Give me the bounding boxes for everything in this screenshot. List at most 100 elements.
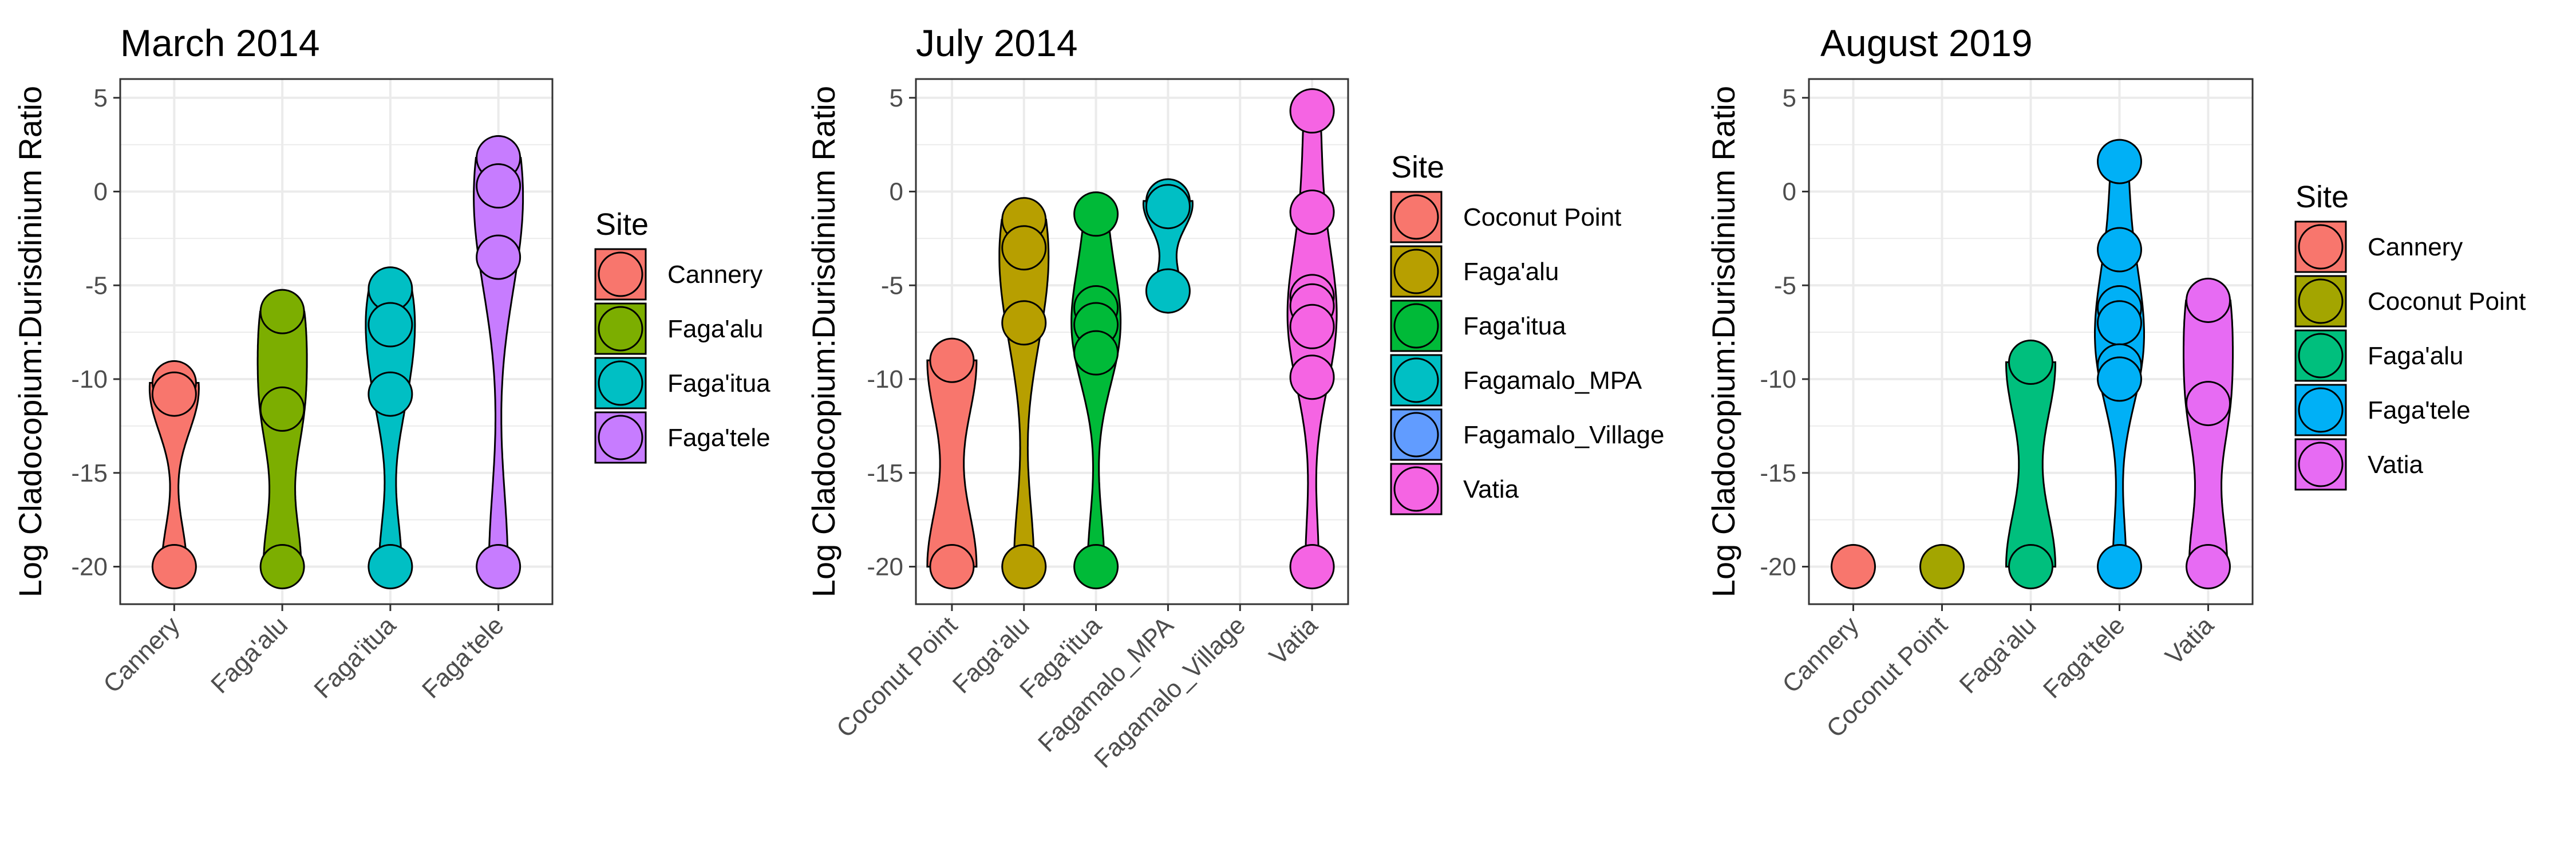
y-tick-label: 0 bbox=[890, 178, 903, 206]
legend-key-point bbox=[1393, 303, 1439, 349]
data-point bbox=[476, 163, 521, 209]
y-tick-label: -20 bbox=[1760, 553, 1796, 581]
data-point bbox=[368, 544, 413, 589]
legend-key-point bbox=[598, 306, 643, 352]
legend-label: Faga'tele bbox=[667, 424, 771, 452]
y-tick-label: -5 bbox=[1774, 271, 1796, 300]
x-tick-label: Faga'tele bbox=[2038, 611, 2131, 704]
legend-label: Faga'alu bbox=[2368, 342, 2463, 370]
y-tick-label: -20 bbox=[867, 553, 903, 581]
y-tick-label: 0 bbox=[94, 178, 108, 206]
data-point bbox=[476, 234, 521, 280]
legend-label: Fagamalo_MPA bbox=[1463, 367, 1642, 395]
data-point bbox=[2097, 356, 2142, 402]
data-point bbox=[1289, 190, 1335, 235]
legend-key-point bbox=[1393, 194, 1439, 240]
legend-label: Faga'itua bbox=[1463, 312, 1566, 340]
violin-faga-alu bbox=[2005, 361, 2056, 568]
legend-key-point bbox=[2298, 278, 2344, 324]
legend-label: Vatia bbox=[1463, 475, 1519, 503]
x-tick-label: Faga'tele bbox=[417, 611, 509, 704]
data-point bbox=[2186, 277, 2231, 323]
y-tick-label: -10 bbox=[1760, 365, 1796, 393]
data-point bbox=[1289, 354, 1335, 400]
y-tick-label: 5 bbox=[94, 84, 108, 112]
legend-label: Coconut Point bbox=[2368, 287, 2526, 316]
x-tick-label: Coconut Point bbox=[831, 611, 963, 743]
panel-title: August 2019 bbox=[1820, 22, 2033, 64]
x-tick-label: Cannery bbox=[98, 611, 185, 698]
data-point bbox=[151, 371, 197, 417]
data-point bbox=[368, 302, 413, 348]
legend-title: Site bbox=[595, 207, 649, 242]
legend-label: Vatia bbox=[2368, 451, 2424, 479]
data-point bbox=[929, 544, 975, 589]
y-tick-label: -15 bbox=[1760, 459, 1796, 487]
panel-border bbox=[915, 78, 1349, 605]
data-point bbox=[259, 386, 305, 432]
legend-key-point bbox=[1393, 412, 1439, 458]
y-tick-label: -5 bbox=[881, 271, 903, 300]
data-point bbox=[2097, 227, 2142, 273]
legend-key-point bbox=[1393, 357, 1439, 403]
legend-key-point bbox=[598, 251, 643, 297]
panel-border bbox=[119, 78, 554, 605]
data-point bbox=[259, 289, 305, 334]
data-point bbox=[1919, 544, 1965, 589]
legend-title: Site bbox=[1391, 150, 1444, 184]
data-point bbox=[1073, 191, 1119, 237]
data-point bbox=[1145, 184, 1191, 230]
legend-key-point bbox=[1393, 249, 1439, 294]
x-tick-label: Vatia bbox=[1264, 611, 1323, 671]
data-point bbox=[2097, 300, 2142, 346]
legend-key-point bbox=[2298, 333, 2344, 379]
legend-label: Faga'itua bbox=[667, 369, 771, 397]
data-point bbox=[2186, 381, 2231, 427]
y-tick-label: 5 bbox=[1783, 84, 1796, 112]
data-point bbox=[259, 544, 305, 589]
data-point bbox=[1001, 300, 1047, 346]
chart-panel: 5 0 -5 -10 -15 -20 Coconut Point Faga'alu Faga'i… bbox=[805, 22, 1664, 774]
legend-key-point bbox=[2298, 387, 2344, 433]
legend-title: Site bbox=[2296, 180, 2349, 214]
data-point bbox=[1289, 88, 1335, 134]
data-point bbox=[1289, 304, 1335, 349]
legend-label: Cannery bbox=[2368, 233, 2463, 261]
x-tick-label: Cannery bbox=[1777, 611, 1864, 698]
legend: Site Cannery Coconut Point Faga'alu Faga'tel… bbox=[2294, 180, 2526, 491]
legend-label: Coconut Point bbox=[1463, 203, 1621, 231]
y-tick-label: -10 bbox=[71, 365, 108, 393]
chart-panel: 5 0 -5 -10 -15 -20 Cannery Coconut Point Faga'al… bbox=[1705, 22, 2526, 743]
y-tick-label: -15 bbox=[71, 459, 108, 487]
x-tick-label: Faga'alu bbox=[1954, 611, 2042, 699]
data-point bbox=[2008, 340, 2053, 385]
legend-key-point bbox=[2298, 442, 2344, 487]
y-axis-label: Log Cladocopium:Durisdinium Ratio bbox=[1705, 86, 1741, 597]
data-point bbox=[2008, 544, 2053, 589]
data-point bbox=[368, 371, 413, 417]
y-tick-label: -5 bbox=[85, 271, 108, 300]
legend-key-point bbox=[1393, 466, 1439, 512]
violin-cannery bbox=[148, 382, 200, 568]
legend-key-point bbox=[598, 360, 643, 406]
panel-title: July 2014 bbox=[916, 22, 1078, 64]
y-tick-label: 0 bbox=[1783, 178, 1796, 206]
legend-label: Fagamalo_Village bbox=[1463, 421, 1664, 449]
x-tick-label: Faga'itua bbox=[309, 611, 401, 704]
data-point bbox=[2097, 544, 2142, 589]
y-axis-label: Log Cladocopium:Durisdinium Ratio bbox=[12, 86, 48, 597]
legend: Site Cannery Faga'alu Faga'itua Faga'tele bbox=[594, 207, 771, 464]
y-tick-label: -20 bbox=[71, 553, 108, 581]
data-point bbox=[1831, 544, 1876, 589]
data-point bbox=[1073, 330, 1119, 376]
panel-background bbox=[916, 79, 1348, 604]
data-point bbox=[2097, 139, 2142, 184]
x-tick-label: Faga'alu bbox=[206, 611, 293, 699]
legend-label: Faga'alu bbox=[667, 315, 763, 343]
y-axis-label: Log Cladocopium:Durisdinium Ratio bbox=[805, 86, 841, 597]
legend-label: Faga'tele bbox=[2368, 396, 2471, 424]
y-tick-label: 5 bbox=[890, 84, 903, 112]
data-point bbox=[1289, 544, 1335, 589]
